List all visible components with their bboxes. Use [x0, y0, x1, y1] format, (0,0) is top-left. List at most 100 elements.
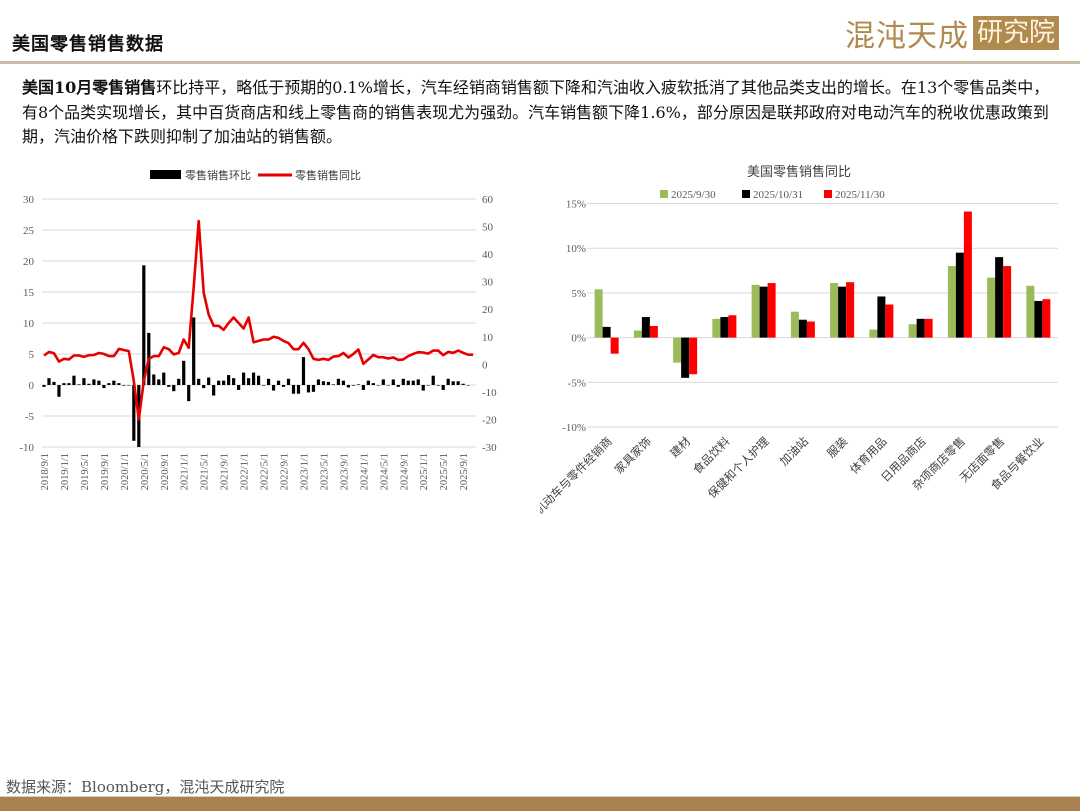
mom-bar — [366, 380, 370, 385]
mom-bar — [177, 378, 181, 385]
x-axis-tick: 2022/9/1 — [280, 453, 291, 490]
bar — [838, 286, 847, 338]
x-axis-tick: 2021/5/1 — [200, 453, 211, 490]
mom-bar — [421, 385, 425, 391]
mom-bar — [391, 379, 395, 385]
bar — [830, 283, 839, 338]
mom-bar — [336, 378, 341, 385]
mom-bar — [311, 385, 316, 392]
right-axis-tick: 20 — [482, 304, 494, 316]
left-axis-tick: 5 — [29, 349, 35, 361]
mom-bar — [187, 385, 191, 402]
mom-bar — [97, 380, 101, 385]
bar — [594, 289, 603, 338]
bar — [806, 321, 815, 338]
x-axis-tick: 2022/1/1 — [240, 453, 251, 490]
mom-bar — [386, 385, 390, 386]
bar — [712, 318, 721, 338]
left-axis-tick: 20 — [23, 256, 35, 268]
x-axis-tick: 2024/9/1 — [399, 453, 410, 490]
left-axis-tick: 25 — [23, 225, 35, 237]
y-axis-tick: -10% — [562, 422, 586, 434]
mom-bar — [261, 385, 266, 386]
x-axis-tick: 2023/5/1 — [319, 453, 330, 490]
x-axis-tick: 2019/1/1 — [60, 453, 71, 490]
bar — [1026, 285, 1035, 338]
legend-swatch-mom — [150, 170, 181, 179]
legend-label: 2025/11/30 — [835, 189, 885, 201]
mom-bar — [237, 385, 241, 390]
mom-bar — [212, 385, 216, 396]
x-axis-tick: 2021/1/1 — [180, 453, 191, 490]
chart-title: 美国零售销售同比 — [747, 164, 851, 179]
mom-bar — [411, 380, 415, 385]
mom-bar — [331, 384, 336, 385]
bar — [767, 283, 776, 338]
bar — [602, 326, 611, 338]
legend-label: 2025/9/30 — [671, 189, 716, 201]
left-axis-tick: 0 — [29, 380, 35, 392]
x-axis-tick: 2025/5/1 — [439, 453, 450, 490]
mom-bar — [102, 385, 106, 389]
right-axis-tick: -10 — [482, 387, 497, 399]
mom-bar — [107, 383, 111, 385]
mom-bar — [192, 317, 196, 385]
mom-bar — [202, 385, 206, 389]
right-axis-tick: 30 — [482, 277, 494, 289]
x-axis-tick: 2022/5/1 — [260, 453, 271, 490]
left-axis-tick: 10 — [23, 318, 35, 330]
mom-bar — [281, 385, 286, 387]
mom-bar — [286, 378, 291, 385]
mom-bar — [227, 375, 231, 385]
bar — [751, 284, 760, 338]
mom-bar — [132, 385, 136, 441]
footer-bar — [0, 796, 1080, 811]
mom-bar — [152, 374, 156, 385]
yoy-line — [43, 219, 474, 421]
mom-bar — [396, 385, 400, 387]
left-axis-tick: -5 — [25, 411, 35, 423]
right-axis-tick: -30 — [482, 442, 497, 454]
x-axis-tick: 2024/1/1 — [359, 453, 370, 490]
mom-bar — [112, 380, 116, 385]
category-label: 建材 — [667, 434, 694, 461]
mom-bar — [207, 377, 211, 385]
y-axis-tick: 10% — [566, 243, 586, 255]
logo-badge: 研究院 — [973, 16, 1060, 50]
bar — [610, 337, 619, 354]
mom-bar — [446, 378, 450, 385]
category-label: 加油站 — [777, 434, 812, 469]
bar — [1003, 266, 1012, 338]
mom-bar — [271, 385, 276, 391]
mom-bar — [127, 385, 131, 386]
mom-bar — [356, 384, 360, 385]
legend-label-mom: 零售销售环比 — [185, 168, 251, 182]
bar — [869, 329, 878, 338]
mom-bar — [167, 385, 171, 387]
right-axis-tick: 0 — [482, 359, 488, 371]
bar — [728, 315, 737, 338]
x-axis-tick: 2023/9/1 — [339, 453, 350, 490]
logo-text: 混沌天成 — [845, 19, 969, 54]
mom-bar — [246, 378, 251, 385]
mom-bar — [62, 383, 66, 385]
bar — [995, 257, 1004, 338]
mom-bar — [371, 383, 375, 385]
mom-bar — [172, 385, 176, 392]
mom-bar — [157, 379, 161, 385]
bar — [947, 266, 956, 338]
y-axis-tick: 15% — [566, 199, 586, 211]
y-axis-tick: 0% — [571, 333, 586, 345]
mom-bar — [162, 372, 166, 385]
bar — [908, 324, 917, 338]
mom-bar — [426, 385, 430, 386]
x-axis-tick: 2018/9/1 — [40, 453, 51, 490]
right-axis-tick: 60 — [482, 194, 494, 206]
mom-bar — [301, 357, 306, 385]
mom-bar — [351, 385, 355, 386]
mom-bar — [87, 383, 91, 385]
legend-swatch — [660, 190, 668, 198]
header-divider — [0, 61, 1080, 64]
right-axis-tick: 10 — [482, 332, 494, 344]
y-axis-tick: -5% — [568, 377, 586, 389]
